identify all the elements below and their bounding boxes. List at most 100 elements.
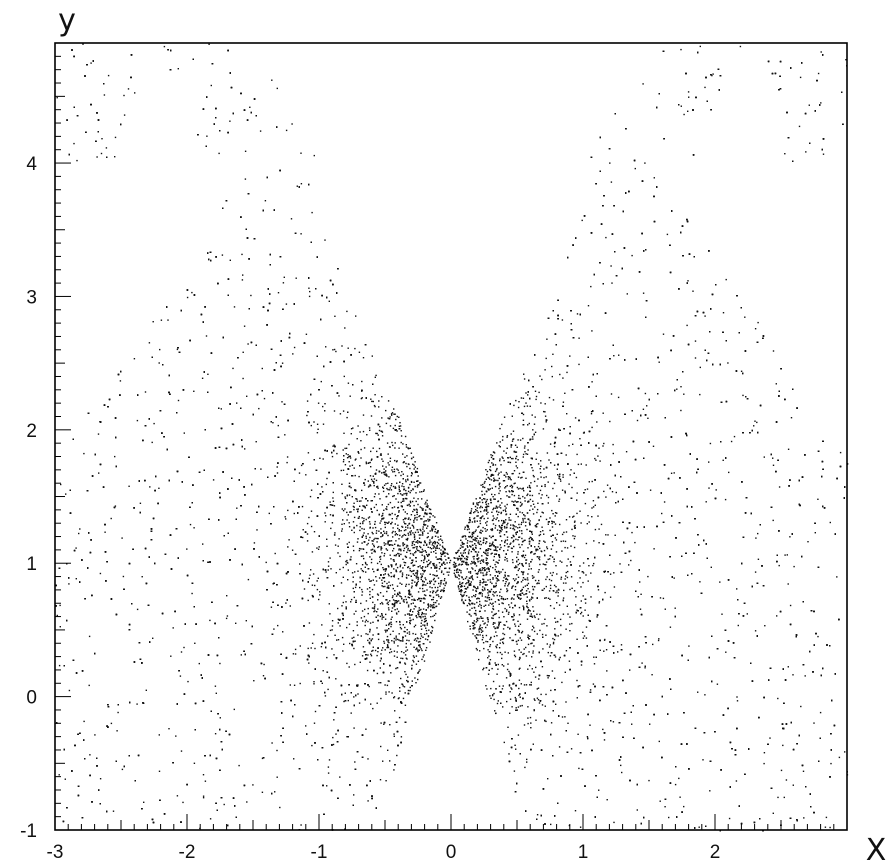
- scatter-point: [158, 770, 161, 772]
- scatter-point: [425, 501, 427, 503]
- scatter-point: [114, 455, 116, 458]
- scatter-point: [620, 764, 622, 767]
- scatter-point: [699, 581, 701, 583]
- scatter-point: [168, 728, 170, 730]
- scatter-point: [103, 94, 106, 96]
- scatter-point: [610, 181, 613, 183]
- scatter-point: [277, 624, 279, 627]
- scatter-point: [524, 445, 526, 447]
- scatter-point: [309, 290, 311, 293]
- scatter-point: [538, 492, 540, 495]
- scatter-point: [636, 809, 638, 811]
- scatter-point: [384, 573, 386, 575]
- scatter-point: [158, 734, 160, 736]
- scatter-point: [670, 472, 673, 474]
- scatter-point: [233, 306, 236, 308]
- scatter-point: [121, 537, 123, 539]
- scatter-point: [702, 759, 704, 761]
- scatter-point: [508, 517, 510, 519]
- scatter-point: [381, 417, 383, 419]
- scatter-point: [433, 551, 435, 553]
- scatter-point: [395, 667, 397, 670]
- scatter-point: [537, 699, 540, 701]
- scatter-point: [680, 409, 682, 412]
- scatter-point: [311, 211, 313, 214]
- scatter-point: [802, 770, 805, 772]
- scatter-point: [163, 45, 166, 48]
- scatter-point: [223, 803, 225, 806]
- scatter-point: [296, 185, 298, 187]
- scatter-point: [572, 516, 574, 518]
- scatter-point: [495, 479, 497, 482]
- scatter-point: [494, 470, 497, 473]
- scatter-point: [699, 393, 701, 396]
- scatter-point: [127, 88, 130, 90]
- scatter-point: [82, 43, 84, 45]
- scatter-point: [167, 319, 169, 321]
- scatter-point: [482, 630, 484, 632]
- scatter-point: [60, 483, 62, 486]
- scatter-point: [742, 394, 744, 397]
- scatter-point: [609, 573, 612, 575]
- scatter-point: [68, 583, 70, 585]
- scatter-point: [141, 576, 143, 578]
- scatter-point: [391, 640, 393, 642]
- scatter-point: [804, 675, 806, 677]
- scatter-point: [683, 113, 685, 116]
- scatter-point: [688, 645, 690, 647]
- scatter-point: [389, 487, 391, 489]
- scatter-point: [519, 501, 522, 504]
- scatter-point: [586, 736, 589, 738]
- scatter-point: [295, 277, 297, 279]
- scatter-point: [798, 125, 801, 128]
- scatter-point: [629, 669, 631, 671]
- scatter-point: [325, 515, 327, 517]
- scatter-point: [398, 538, 400, 540]
- scatter-point: [697, 691, 699, 693]
- scatter-point: [680, 386, 682, 388]
- scatter-point: [136, 608, 139, 611]
- scatter-point: [376, 654, 378, 657]
- scatter-point: [58, 774, 60, 776]
- scatter-point: [64, 778, 66, 780]
- scatter-point: [143, 801, 145, 803]
- scatter-point: [317, 428, 319, 430]
- scatter-point: [736, 696, 738, 698]
- scatter-point: [128, 485, 130, 487]
- scatter-point: [586, 523, 588, 525]
- scatter-point: [694, 357, 697, 359]
- scatter-point: [709, 442, 712, 445]
- scatter-point: [724, 498, 727, 501]
- scatter-point: [225, 617, 228, 620]
- scatter-point: [669, 626, 672, 628]
- scatter-point: [712, 73, 714, 75]
- scatter-point: [639, 608, 642, 610]
- scatter-point: [716, 683, 719, 685]
- scatter-point: [611, 282, 613, 284]
- scatter-point: [492, 622, 495, 624]
- scatter-point: [554, 656, 557, 658]
- scatter-point: [274, 791, 276, 793]
- scatter-point: [90, 62, 92, 64]
- scatter-point: [246, 801, 248, 803]
- scatter-point: [824, 826, 827, 828]
- scatter-point: [598, 542, 600, 544]
- scatter-point: [507, 478, 510, 480]
- scatter-point: [783, 796, 785, 799]
- scatter-point: [207, 373, 209, 375]
- scatter-point: [136, 419, 139, 422]
- scatter-point: [482, 582, 484, 584]
- scatter-point: [579, 577, 581, 579]
- scatter-point: [332, 736, 334, 739]
- scatter-point: [664, 608, 666, 610]
- scatter-point: [112, 810, 115, 812]
- scatter-point: [687, 91, 690, 93]
- scatter-point: [355, 315, 357, 317]
- scatter-point: [497, 610, 500, 612]
- scatter-point: [408, 574, 410, 576]
- scatter-point: [680, 48, 682, 51]
- scatter-point: [101, 138, 103, 140]
- scatter-point: [114, 156, 116, 158]
- scatter-point: [327, 772, 330, 774]
- scatter-point: [658, 740, 660, 743]
